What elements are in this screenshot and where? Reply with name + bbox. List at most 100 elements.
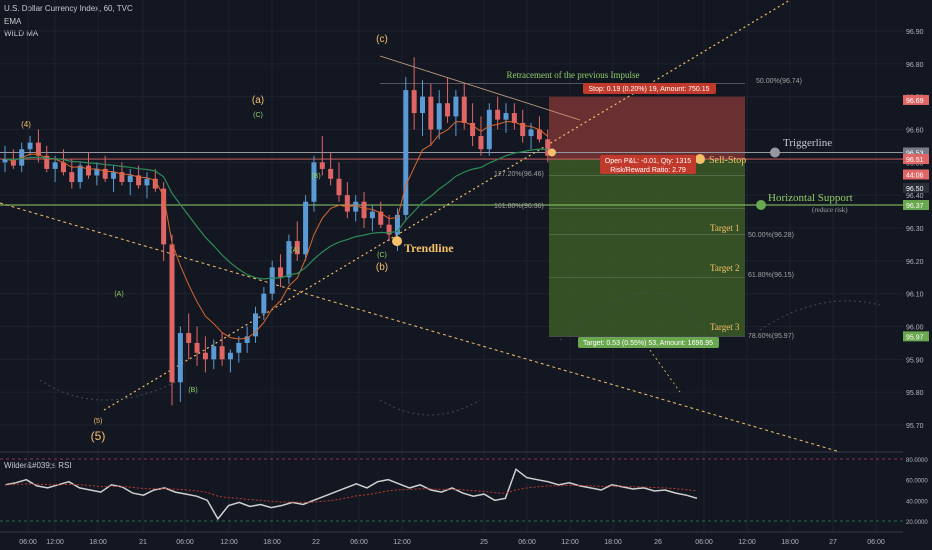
candle (336, 178, 342, 196)
y-tick-label: 96.40 (906, 193, 924, 200)
candle (428, 96, 434, 130)
candle (69, 172, 75, 183)
candle (94, 168, 100, 176)
price-tag (903, 182, 929, 193)
horizontal-support-dot (756, 200, 766, 211)
x-tick-label: 12:00 (46, 539, 64, 546)
fib-50-label: 50.00%(96.74) (756, 78, 802, 85)
candle (495, 109, 501, 120)
x-tick-label: 12:00 (220, 539, 238, 546)
candle (236, 342, 242, 353)
target-3-label: Target 3 (710, 322, 740, 332)
wave-label: (A) (290, 247, 299, 254)
pnl-box (600, 155, 696, 174)
wild-ma-line (4, 148, 548, 280)
x-tick-label: 18:00 (89, 539, 107, 546)
sell-stop-label: Sell-Stop (709, 155, 746, 166)
stop-box (583, 83, 716, 94)
candle (319, 162, 325, 169)
y-tick-label: 95.90 (906, 357, 924, 364)
price-tag-label: 95.97 (906, 334, 924, 341)
horizontal-support-label: Horizontal Support (768, 192, 853, 204)
reduce-risk-label: (reduce risk) (812, 206, 848, 214)
fib-127-label: 127.20%(96.46) (494, 171, 544, 178)
wave-label: (5) (94, 418, 103, 425)
y-tick-label: 96.30 (906, 226, 924, 233)
candle (278, 267, 284, 278)
candle (227, 352, 233, 360)
trendline-dot (392, 236, 402, 247)
x-tick-label: 06:00 (867, 539, 885, 546)
candle (536, 129, 542, 140)
candles-group (2, 57, 551, 406)
candle (169, 244, 175, 383)
rsi-line (4, 468, 698, 521)
candle (453, 96, 459, 117)
wave-label: (B) (188, 387, 197, 394)
candle (445, 103, 451, 117)
x-tick-label: 12:00 (561, 539, 579, 546)
candle (86, 165, 91, 176)
x-tick-label: 06:00 (518, 539, 536, 546)
candle (486, 109, 492, 150)
pnl-line-1: Open P&L: -0.01, Qty: 1315 (605, 158, 691, 165)
candle (52, 162, 58, 169)
chart-title: U.S. Dollar Currency Index, 60, TVC (4, 4, 133, 13)
candle (77, 165, 83, 183)
y-tick-label: 96.60 (906, 128, 924, 135)
x-tick-label: 26 (654, 539, 662, 546)
candle (244, 336, 250, 343)
triggerline-label: Triggerline (783, 137, 832, 149)
stop-box-label: Stop: 0.19 (0.20%) 19, Amount: 750.15 (588, 86, 709, 93)
wave-label: (B) (311, 173, 320, 180)
candle (35, 142, 41, 156)
candle (411, 90, 417, 114)
candle (161, 188, 167, 245)
pnl-line-2: Risk/Reward Ratio: 2.79 (610, 167, 686, 174)
trendline-rising (103, 0, 791, 411)
rsi-ma-line (4, 483, 698, 503)
trendline-falling (0, 202, 841, 453)
candle (127, 175, 133, 183)
candle (420, 96, 425, 114)
target-1-label: Target 1 (710, 223, 739, 233)
x-tick-label: 21 (139, 539, 147, 546)
trendline-label: Trendline (404, 241, 454, 255)
candle (119, 172, 125, 183)
target-zone (549, 159, 745, 337)
candle (461, 96, 467, 123)
candle (144, 178, 150, 186)
y-tick-label: 96.10 (906, 292, 924, 299)
candle (511, 113, 517, 123)
wave-label: (c) (376, 34, 388, 45)
triggerline-dot (770, 147, 780, 158)
ema-indicator-label: EMA (4, 17, 22, 26)
price-tag-label: 96.37 (906, 203, 924, 210)
candle (186, 333, 192, 343)
fib-161-label: 161.80%(96.36) (494, 203, 544, 210)
candle (194, 342, 200, 353)
candle (111, 172, 117, 179)
price-tag-label: 44:06 (906, 172, 924, 179)
rsi-y-tick-label: 40.0000 (906, 499, 928, 505)
price-tag (903, 169, 929, 180)
x-tick-label: 27 (829, 539, 837, 546)
wedge-upper-line (379, 55, 581, 121)
candle (286, 241, 292, 278)
wave-label: (C) (377, 252, 387, 259)
target-1-fib: 50.00%(96.28) (748, 232, 794, 239)
candle (478, 136, 484, 150)
candle (403, 90, 409, 215)
y-tick-label: 96.00 (906, 325, 924, 332)
candle (520, 122, 526, 137)
candle (27, 142, 33, 150)
rsi-y-tick-label: 80.0000 (906, 458, 928, 464)
candle (394, 214, 400, 235)
price-tag (903, 331, 929, 342)
candle (60, 162, 66, 173)
x-tick-label: 25 (480, 539, 488, 546)
y-tick-label: 96.80 (906, 62, 924, 69)
price-tag-label: 96.69 (906, 98, 924, 105)
projection-path (39, 291, 881, 416)
